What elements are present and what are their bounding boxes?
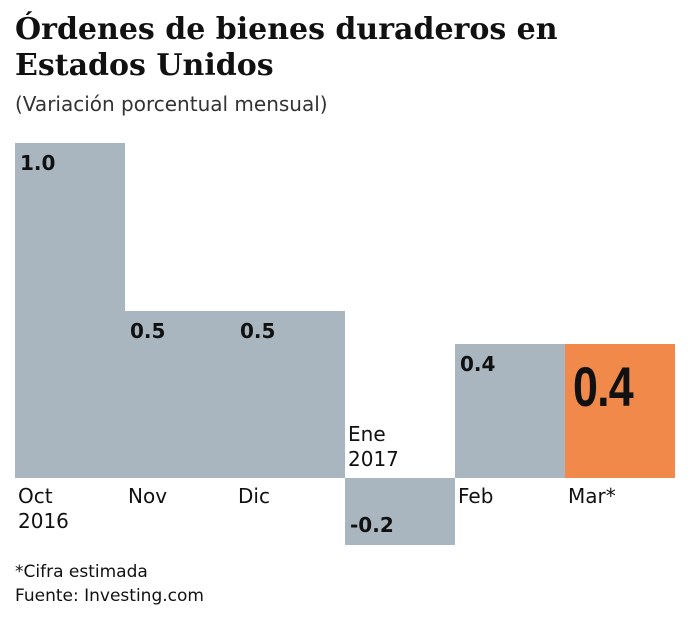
x-tick-label: Dic	[238, 484, 270, 508]
x-tick-label: Nov	[128, 484, 168, 508]
bar	[15, 143, 125, 478]
x-tick-label: Ene 2017	[348, 422, 399, 471]
value-label: 1.0	[20, 151, 56, 175]
x-tick-label: Feb	[458, 484, 494, 508]
value-label: 0.4	[573, 355, 634, 418]
bar	[455, 344, 565, 478]
bar	[235, 310, 345, 478]
x-tick-label: Oct 2016	[18, 484, 69, 533]
bar	[125, 310, 235, 478]
value-label: -0.2	[350, 513, 394, 537]
source: Fuente: Investing.com	[15, 586, 204, 606]
value-label: 0.5	[240, 318, 276, 343]
x-tick-label: Mar*	[568, 484, 616, 508]
value-label: 0.4	[460, 352, 496, 376]
bar	[565, 344, 675, 478]
chart-subtitle: (Variación porcentual mensual)	[15, 92, 328, 116]
footnote: *Cifra estimada	[15, 562, 148, 582]
notes: *Cifra estimada Fuente: Investing.com	[15, 560, 204, 608]
value-label: 0.5	[130, 318, 166, 343]
bar	[345, 478, 455, 545]
chart-title: Órdenes de bienes duraderos en Estados U…	[15, 12, 558, 83]
